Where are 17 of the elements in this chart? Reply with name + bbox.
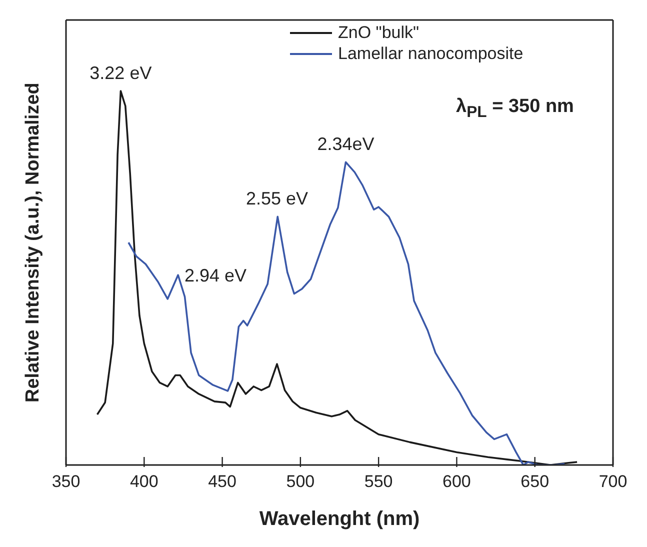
y-axis-title: Relative Intensity (a.u.), Normalized <box>22 82 44 402</box>
annotation: 2.94 eV <box>184 265 247 286</box>
legend-label: Lamellar nanocomposite <box>338 43 524 64</box>
x-tick-label: 450 <box>208 472 236 491</box>
x-tick-label: 600 <box>442 472 471 491</box>
x-tick-label: 350 <box>52 472 80 491</box>
x-tick-label: 700 <box>598 472 628 491</box>
annotation: 2.34eV <box>317 134 374 154</box>
x-tick-label: 650 <box>520 472 550 491</box>
x-tick-label: 550 <box>364 472 393 491</box>
annotation: λ$_{PL}$ = 350 nm <box>456 96 574 122</box>
x-tick-label: 500 <box>286 472 315 491</box>
legend-label: ZnO "bulk" <box>338 22 420 43</box>
annotation: 2.55 eV <box>246 188 308 209</box>
annotation: 3.22 eV <box>90 63 152 84</box>
x-axis-title: Wavelenght (nm) <box>259 508 420 530</box>
x-tick-label: 400 <box>130 472 158 491</box>
